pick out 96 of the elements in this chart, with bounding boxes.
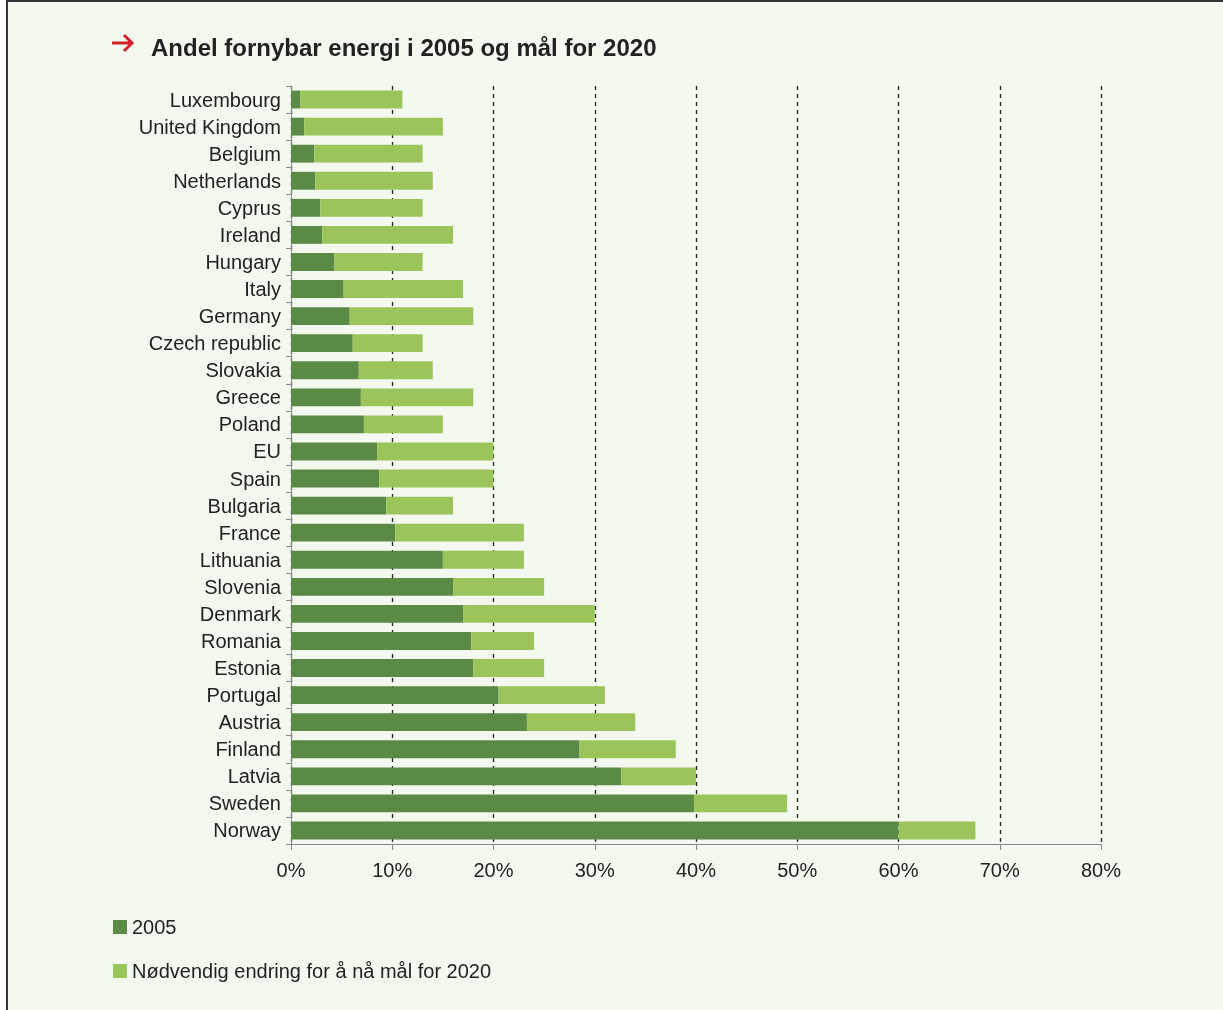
y-tick-label: Poland <box>218 413 281 436</box>
bar <box>291 604 464 623</box>
bar <box>291 821 899 840</box>
bar <box>334 253 423 271</box>
bar <box>291 334 353 353</box>
bar <box>291 442 378 461</box>
bar <box>315 171 433 190</box>
legend-label: Nødvendig endring for å nå mål for 2020 <box>132 960 492 982</box>
bar <box>291 686 499 705</box>
bar <box>300 90 403 109</box>
x-tick-label: 60% <box>878 859 919 881</box>
y-tick-label: Estonia <box>214 657 282 680</box>
bar <box>526 713 636 732</box>
bar <box>322 225 453 244</box>
bar <box>291 496 387 515</box>
bar <box>898 821 976 840</box>
y-tick-label: Greece <box>215 386 281 409</box>
bar <box>291 415 364 434</box>
chart-title: Andel fornybar energi i 2005 og mål for 2020 <box>151 33 657 61</box>
y-tick-label: Netherlands <box>173 169 281 192</box>
y-tick-label: Slovakia <box>205 359 282 382</box>
bar <box>291 144 315 163</box>
y-tick-label: France <box>218 521 281 544</box>
bar <box>352 334 423 353</box>
y-tick-label: Luxembourg <box>169 88 281 111</box>
bar <box>379 469 494 488</box>
bar <box>343 280 464 298</box>
y-tick-label: Portugal <box>206 684 281 707</box>
y-tick-label: Latvia <box>227 765 282 788</box>
bar <box>473 659 545 677</box>
y-tick-label: Czech republic <box>148 332 281 355</box>
y-tick-label: Romania <box>200 629 282 652</box>
bar <box>291 361 359 380</box>
y-tick-label: United Kingdom <box>138 115 281 138</box>
x-tick-label: 80% <box>1080 859 1122 881</box>
y-tick-label: Denmark <box>199 602 282 625</box>
bar <box>358 361 433 380</box>
y-tick-label: Norway <box>213 819 281 842</box>
bar <box>291 577 453 596</box>
bar <box>386 496 453 515</box>
y-tick-label: Slovenia <box>204 575 282 598</box>
bar <box>349 307 474 326</box>
y-tick-label: Lithuania <box>199 548 282 571</box>
x-tick-label: 20% <box>473 859 514 881</box>
y-tick-label: Bulgaria <box>207 494 282 517</box>
y-tick-label: Cyprus <box>217 196 281 219</box>
x-tick-label: 30% <box>574 859 615 881</box>
bar <box>291 794 694 813</box>
bar <box>291 767 622 786</box>
x-tick-label: 50% <box>777 859 818 881</box>
bar <box>314 144 423 163</box>
bar <box>463 604 595 623</box>
bar <box>291 307 350 326</box>
x-tick-label: 40% <box>675 859 717 881</box>
bar <box>621 767 696 786</box>
y-tick-label: Hungary <box>205 250 281 273</box>
bar <box>579 740 676 759</box>
bar <box>498 686 605 705</box>
bar <box>291 280 344 298</box>
y-tick-label: Germany <box>198 305 281 328</box>
bar <box>291 253 335 271</box>
bar <box>291 388 361 407</box>
y-tick-label: Ireland <box>219 223 281 246</box>
y-tick-label: Belgium <box>208 142 281 165</box>
bar <box>291 632 472 650</box>
legend-label: 2005 <box>132 916 177 938</box>
bar <box>291 740 580 759</box>
bar <box>395 523 524 542</box>
bar <box>291 659 474 677</box>
bar <box>291 713 527 732</box>
y-tick-label: Italy <box>244 278 281 301</box>
bar <box>453 577 545 596</box>
x-tick-label: 10% <box>372 859 413 881</box>
y-tick-label: Austria <box>218 711 282 734</box>
bar <box>360 388 474 407</box>
bar <box>471 632 534 650</box>
bar <box>291 469 380 488</box>
y-tick-label: EU <box>253 440 281 463</box>
bar <box>377 442 494 461</box>
x-tick-label: 0% <box>276 859 306 881</box>
bar <box>291 198 321 217</box>
bar <box>291 523 396 542</box>
bar <box>291 90 301 109</box>
bar <box>291 117 305 136</box>
x-tick-label: 70% <box>979 859 1020 881</box>
bar <box>291 171 316 190</box>
bar <box>291 225 323 244</box>
bar <box>304 117 443 136</box>
bar <box>363 415 443 434</box>
bar <box>320 198 423 217</box>
bar <box>442 550 524 569</box>
y-tick-label: Spain <box>229 467 281 490</box>
y-tick-label: Sweden <box>208 792 281 815</box>
bar <box>693 794 788 813</box>
bar <box>291 550 443 569</box>
y-tick-label: Finland <box>215 738 281 761</box>
